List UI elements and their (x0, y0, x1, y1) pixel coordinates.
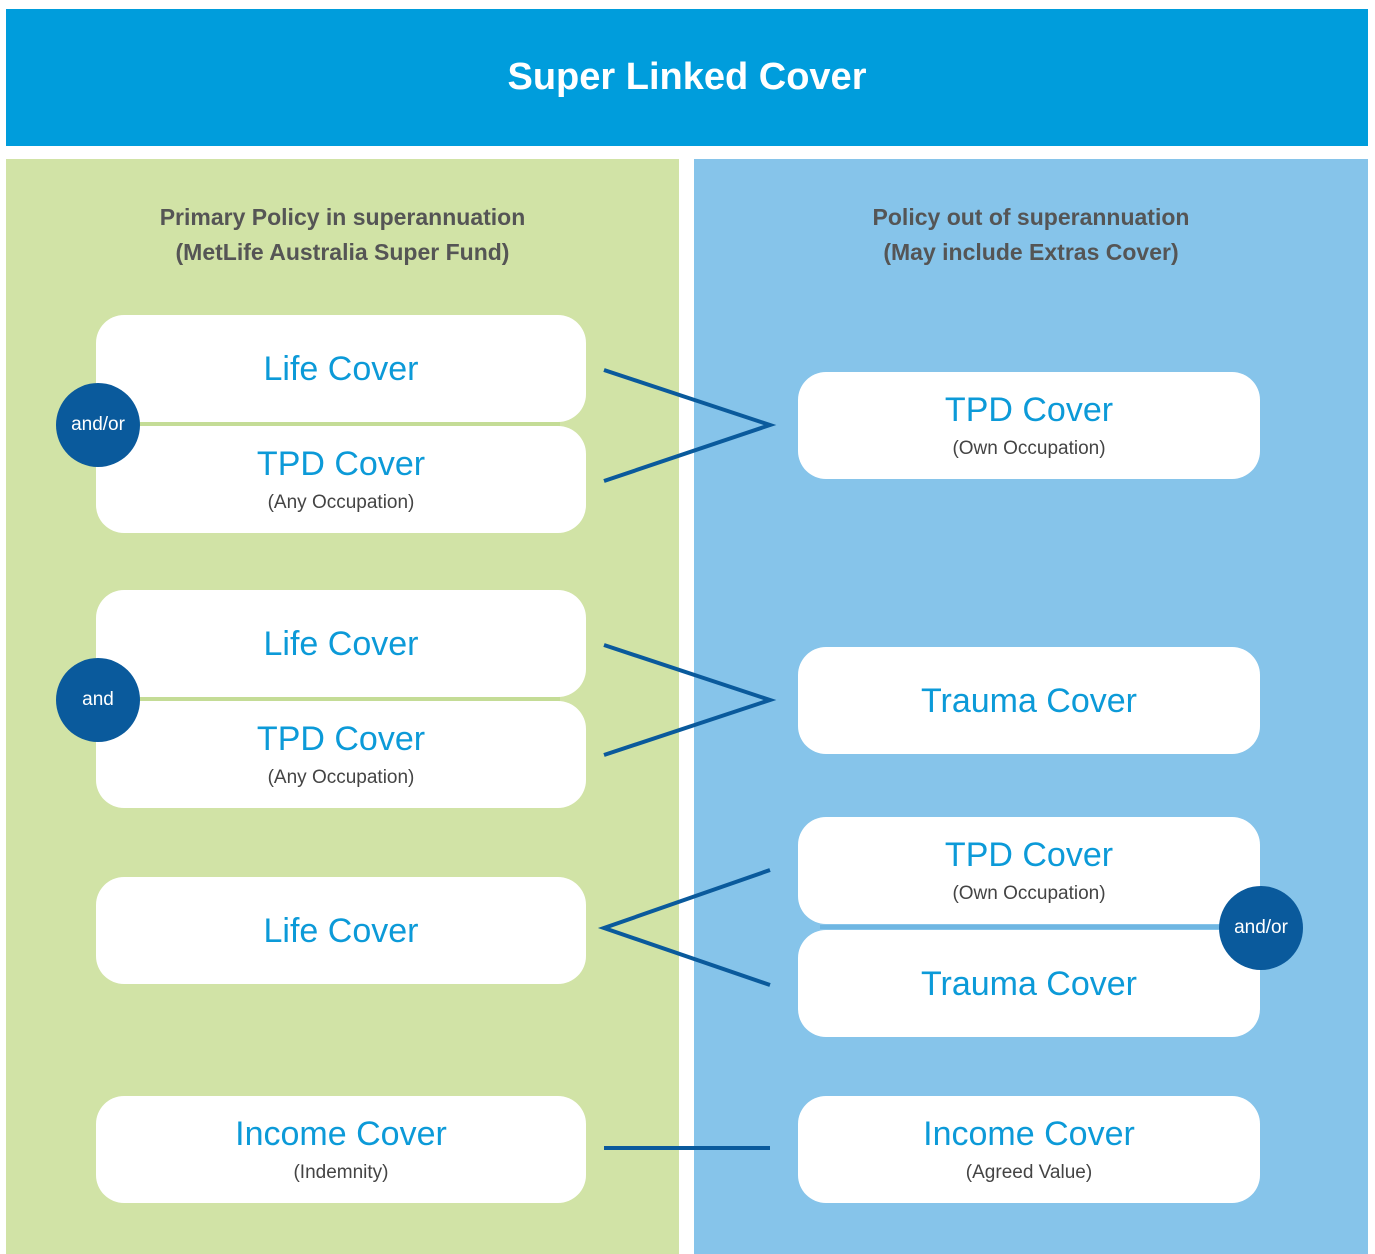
cover-box: Life Cover (96, 315, 586, 422)
box-title: Trauma Cover (920, 964, 1138, 1003)
separator (120, 422, 560, 426)
header: Super Linked Cover (6, 9, 1368, 146)
badge-label: and (82, 689, 114, 710)
cover-box: Life Cover (96, 590, 586, 697)
link-line (597, 868, 771, 987)
cover-box: Income Cover (Indemnity) (96, 1096, 586, 1203)
box-title: TPD Cover (944, 390, 1114, 429)
link-line (603, 368, 777, 483)
box-subtitle: (Own Occupation) (952, 437, 1106, 459)
cover-box: Income Cover (Agreed Value) (798, 1096, 1260, 1203)
heading-line: Policy out of superannuation (872, 204, 1190, 230)
box-title: Life Cover (263, 911, 419, 950)
box-title: TPD Cover (944, 835, 1114, 874)
cover-box: Trauma Cover (798, 647, 1260, 754)
cover-box: Life Cover (96, 877, 586, 984)
link-line (603, 643, 777, 757)
heading-line: Primary Policy in superannuation (159, 204, 526, 230)
cover-box: TPD Cover (Any Occupation) (96, 426, 586, 533)
box-subtitle: (Agreed Value) (965, 1161, 1093, 1183)
connector-badge: and (56, 658, 140, 742)
cover-box: TPD Cover (Own Occupation) (798, 817, 1260, 924)
box-title: Income Cover (235, 1114, 447, 1153)
connector-badge: and/or (1219, 886, 1303, 970)
separator (120, 697, 560, 701)
box-subtitle: (Any Occupation) (267, 491, 415, 513)
cover-box: TPD Cover (Own Occupation) (798, 372, 1260, 479)
badge-label: and/or (1234, 917, 1288, 938)
box-subtitle: (Own Occupation) (952, 882, 1106, 904)
heading-line: (MetLife Australia Super Fund) (175, 239, 510, 265)
box-title: TPD Cover (256, 444, 426, 483)
box-title: Life Cover (263, 624, 419, 663)
heading-line: (May include Extras Cover) (883, 239, 1179, 265)
box-title: Life Cover (263, 349, 419, 388)
box-title: TPD Cover (256, 719, 426, 758)
separator (820, 925, 1250, 929)
box-subtitle: (Indemnity) (293, 1161, 389, 1183)
title: Super Linked Cover (507, 56, 867, 98)
cover-box: Trauma Cover (798, 930, 1260, 1037)
connector-badge: and/or (56, 383, 140, 467)
right-heading: Policy out of superannuation (May includ… (694, 200, 1368, 270)
box-title: Income Cover (923, 1114, 1135, 1153)
box-subtitle: (Any Occupation) (267, 766, 415, 788)
left-heading: Primary Policy in superannuation (MetLif… (6, 200, 679, 270)
box-title: Trauma Cover (920, 681, 1138, 720)
cover-box: TPD Cover (Any Occupation) (96, 701, 586, 808)
badge-label: and/or (71, 414, 125, 435)
